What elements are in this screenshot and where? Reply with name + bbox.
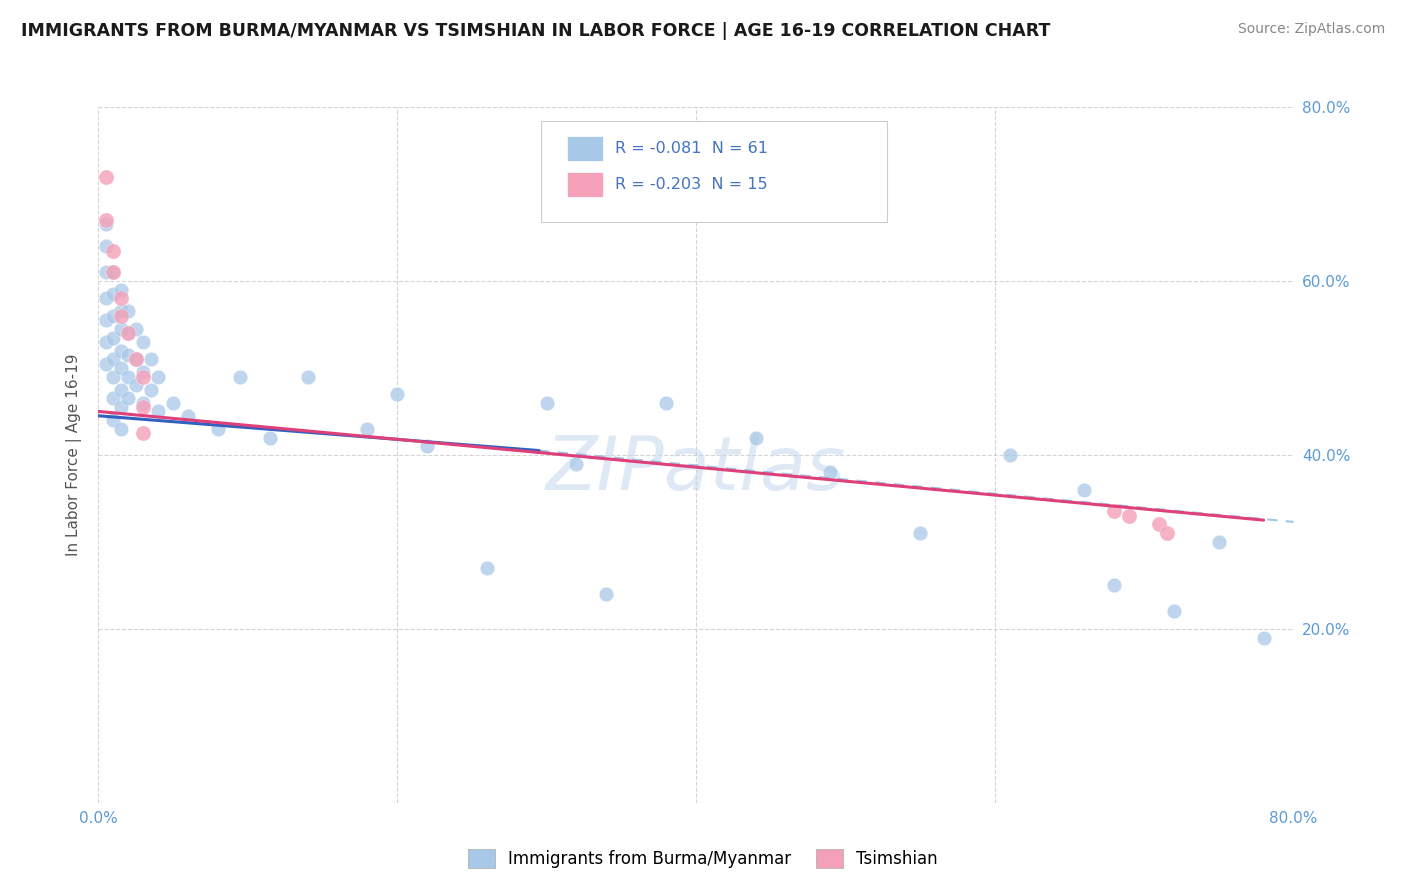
Point — [207, 422, 229, 436]
Point — [259, 431, 281, 445]
Point — [132, 396, 155, 410]
Point — [125, 378, 148, 392]
Point — [110, 422, 132, 436]
Point — [110, 383, 132, 397]
Point — [94, 291, 117, 305]
Point — [103, 265, 125, 279]
Point — [132, 334, 155, 349]
Text: ZIPatlas: ZIPatlas — [546, 433, 846, 505]
Point — [385, 387, 409, 401]
Point — [94, 313, 117, 327]
Point — [110, 343, 132, 358]
Point — [103, 352, 125, 367]
Point — [110, 322, 132, 336]
Point — [1253, 631, 1275, 645]
Point — [94, 357, 117, 371]
Point — [117, 392, 139, 406]
Point — [117, 304, 139, 318]
Point — [1208, 534, 1230, 549]
Point — [110, 304, 132, 318]
Text: R = -0.081  N = 61: R = -0.081 N = 61 — [614, 141, 768, 155]
Point — [1118, 508, 1140, 523]
Text: R = -0.203  N = 15: R = -0.203 N = 15 — [614, 178, 768, 193]
FancyBboxPatch shape — [540, 121, 887, 222]
Point — [595, 587, 617, 601]
Point — [117, 369, 139, 384]
Point — [475, 561, 498, 575]
Point — [655, 396, 678, 410]
Point — [565, 457, 588, 471]
Point — [103, 244, 125, 258]
Point — [103, 330, 125, 344]
Point — [117, 326, 139, 340]
Point — [103, 309, 125, 323]
Point — [356, 422, 378, 436]
Point — [110, 360, 132, 375]
Point — [125, 352, 148, 367]
Point — [416, 439, 439, 453]
Point — [162, 396, 184, 410]
Point — [117, 326, 139, 340]
Point — [1104, 504, 1126, 518]
Point — [94, 239, 117, 253]
Point — [139, 383, 162, 397]
Text: Source: ZipAtlas.com: Source: ZipAtlas.com — [1237, 22, 1385, 37]
Y-axis label: In Labor Force | Age 16-19: In Labor Force | Age 16-19 — [66, 353, 83, 557]
Point — [94, 334, 117, 349]
Point — [103, 287, 125, 301]
Point — [297, 369, 319, 384]
Point — [110, 283, 132, 297]
Point — [139, 352, 162, 367]
Point — [1073, 483, 1095, 497]
Text: IMMIGRANTS FROM BURMA/MYANMAR VS TSIMSHIAN IN LABOR FORCE | AGE 16-19 CORRELATIO: IMMIGRANTS FROM BURMA/MYANMAR VS TSIMSHI… — [21, 22, 1050, 40]
Point — [117, 348, 139, 362]
Point — [94, 265, 117, 279]
Point — [536, 396, 558, 410]
Point — [1147, 517, 1170, 532]
Point — [125, 322, 148, 336]
Point — [103, 369, 125, 384]
Point — [110, 400, 132, 414]
Point — [908, 526, 931, 541]
Point — [1163, 605, 1185, 619]
Point — [110, 291, 132, 305]
FancyBboxPatch shape — [567, 136, 603, 161]
Point — [94, 218, 117, 232]
Point — [148, 404, 170, 418]
Point — [1104, 578, 1126, 592]
Point — [132, 426, 155, 441]
Point — [103, 413, 125, 427]
Point — [820, 466, 842, 480]
Legend: Immigrants from Burma/Myanmar, Tsimshian: Immigrants from Burma/Myanmar, Tsimshian — [461, 842, 945, 875]
Point — [94, 213, 117, 227]
Point — [177, 409, 200, 423]
FancyBboxPatch shape — [567, 172, 603, 197]
Point — [132, 365, 155, 379]
Point — [94, 169, 117, 184]
Point — [110, 309, 132, 323]
Point — [132, 400, 155, 414]
Point — [998, 448, 1021, 462]
Point — [148, 369, 170, 384]
Point — [132, 369, 155, 384]
Point — [103, 392, 125, 406]
Point — [125, 352, 148, 367]
Point — [745, 431, 768, 445]
Point — [229, 369, 252, 384]
Point — [1156, 526, 1178, 541]
Point — [103, 265, 125, 279]
